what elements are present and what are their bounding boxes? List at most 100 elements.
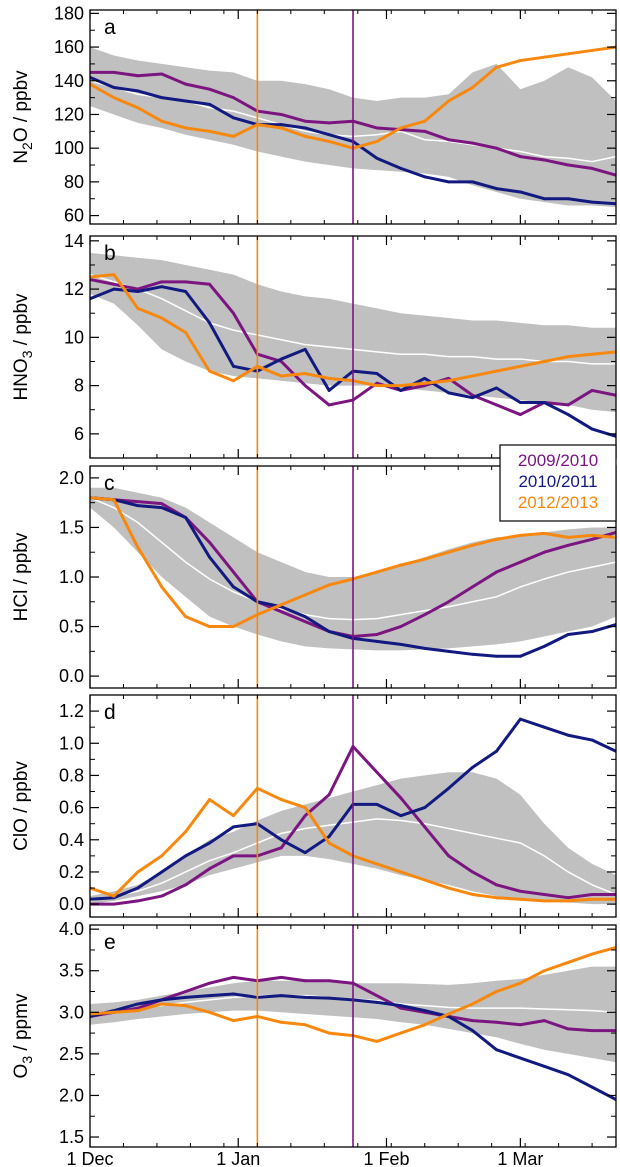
data-point-2012-2013	[208, 129, 211, 133]
data-point-2010-2011	[399, 642, 403, 646]
data-point-2012-2013	[375, 384, 379, 388]
y-tick-label: 2.0	[59, 468, 84, 488]
data-point-2012-2013	[566, 355, 570, 359]
y-tick-label: 60	[64, 206, 84, 226]
data-point-2012-2013	[327, 841, 331, 845]
data-point-2012-2013	[112, 894, 116, 898]
data-point-2012-2013	[279, 374, 283, 378]
data-point-2010-2011	[160, 998, 164, 1002]
y-tick-label: 0.0	[59, 894, 84, 914]
data-point-2012-2013	[208, 369, 211, 373]
data-point-2012-2013	[136, 545, 140, 549]
y-tick-label: 12	[64, 279, 84, 299]
data-point-2009-2010	[495, 570, 498, 574]
legend-entry-2012-2013: 2012/2013	[518, 493, 598, 512]
panel-frame	[89, 694, 617, 918]
data-point-2012-2013	[566, 52, 570, 56]
y-tick-label: 1.0	[59, 733, 84, 753]
y-tick-label: 0.6	[59, 798, 84, 818]
panel-a: 60 80 100 120 140 160 180 a N2O / ppbv	[11, 3, 617, 226]
data-point-2010-2011	[495, 749, 498, 753]
data-point-2012-2013	[471, 374, 474, 378]
data-point-2010-2011	[447, 649, 451, 653]
data-point-2010-2011	[136, 886, 140, 890]
data-point-2009-2010	[495, 403, 498, 407]
data-point-2010-2011	[471, 652, 474, 656]
data-point-2012-2013	[327, 376, 331, 380]
data-point-2012-2013	[208, 1010, 211, 1014]
data-point-2010-2011	[566, 413, 570, 416]
data-point-2010-2011	[399, 389, 403, 392]
data-point-2009-2010	[184, 82, 188, 86]
data-point-2009-2010	[423, 384, 427, 388]
data-point-2010-2011	[303, 995, 307, 999]
data-point-2012-2013	[279, 1020, 283, 1024]
data-point-2012-2013	[375, 1040, 379, 1043]
data-point-2009-2010	[184, 990, 188, 993]
data-point-2012-2013	[518, 364, 522, 368]
data-point-2012-2013	[495, 990, 498, 993]
data-point-2010-2011	[471, 1029, 474, 1032]
data-point-2010-2011	[327, 630, 331, 633]
data-point-2012-2013	[303, 372, 307, 375]
data-point-2010-2011	[471, 180, 474, 184]
data-point-2010-2011	[471, 396, 474, 400]
data-point-2012-2013	[471, 893, 474, 896]
data-point-2012-2013	[112, 498, 116, 502]
panel-letter: c	[104, 472, 115, 495]
data-point-2012-2013	[447, 550, 451, 554]
data-point-2010-2011	[423, 646, 427, 650]
data-point-2009-2010	[471, 585, 474, 589]
data-point-2012-2013	[112, 96, 116, 100]
data-point-2009-2010	[232, 570, 235, 574]
y-tick-label: 8	[74, 376, 84, 396]
panel-c: 0.0 0.5 1.0 1.5 2.0 c HCl / ppbv	[11, 465, 617, 689]
data-point-2009-2010	[375, 633, 379, 636]
panel-letter: e	[104, 931, 116, 954]
x-tick-label: 1 Dec	[66, 1149, 113, 1167]
data-point-2010-2011	[327, 389, 331, 392]
data-point-2010-2011	[232, 992, 235, 996]
data-point-2010-2011	[590, 200, 594, 204]
data-point-2012-2013	[232, 625, 235, 628]
data-point-2009-2010	[566, 1027, 570, 1031]
y-tick-label: 1.2	[59, 701, 84, 721]
data-point-2012-2013	[495, 65, 498, 69]
data-point-2012-2013	[160, 119, 164, 123]
data-point-2009-2010	[279, 975, 283, 979]
y-axis-label: ClO / ppbv	[11, 761, 32, 851]
data-point-2012-2013	[447, 379, 451, 383]
data-point-2010-2011	[136, 290, 140, 293]
data-point-2010-2011	[327, 133, 331, 137]
data-point-2010-2011	[447, 391, 451, 395]
data-point-2010-2011	[303, 126, 307, 130]
data-point-2009-2010	[232, 311, 235, 315]
data-point-2010-2011	[279, 123, 283, 126]
data-point-2009-2010	[447, 138, 451, 142]
data-point-2009-2010	[590, 389, 594, 392]
data-point-2009-2010	[542, 893, 546, 896]
data-point-2010-2011	[518, 654, 522, 658]
legend-entry-2010-2011: 2010/2011	[518, 472, 597, 491]
data-point-2012-2013	[399, 563, 403, 567]
data-point-2010-2011	[566, 733, 570, 737]
data-point-2010-2011	[542, 644, 546, 648]
data-point-2010-2011	[399, 1004, 403, 1008]
data-point-2009-2010	[590, 893, 594, 896]
x-tick-label: 1 Jan	[216, 1149, 260, 1167]
panel-e: 1.5 2.0 2.5 3.0 3.5 4.0 e O3 / ppmv	[11, 919, 617, 1148]
data-point-2012-2013	[423, 381, 427, 385]
data-point-2012-2013	[495, 896, 498, 900]
data-point-2009-2010	[279, 113, 283, 116]
panel-letter: d	[104, 701, 116, 724]
data-point-2012-2013	[160, 1002, 164, 1006]
data-point-2012-2013	[518, 981, 522, 985]
data-point-2010-2011	[590, 1085, 594, 1089]
data-point-2009-2010	[327, 793, 331, 797]
y-axis-label: N2O / ppbv	[11, 70, 35, 164]
data-point-2012-2013	[566, 535, 570, 539]
y-tick-label: 0.8	[59, 765, 84, 785]
data-point-2010-2011	[542, 1064, 546, 1068]
data-point-2009-2010	[566, 163, 570, 167]
data-point-2010-2011	[327, 835, 331, 838]
